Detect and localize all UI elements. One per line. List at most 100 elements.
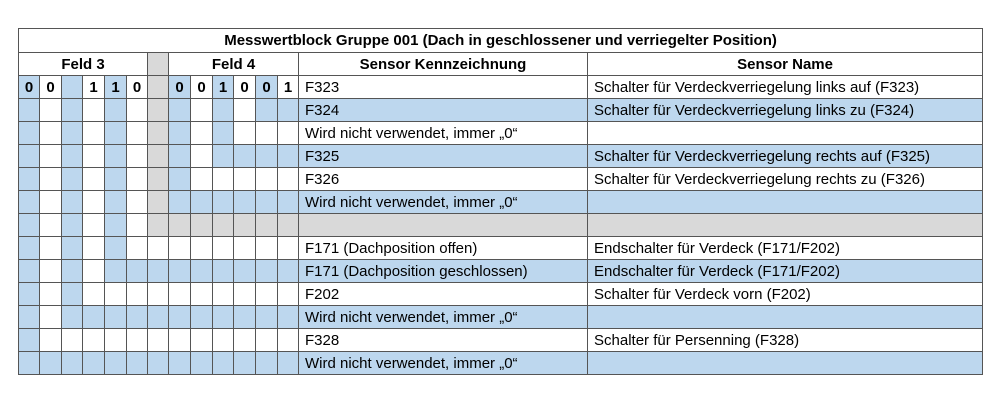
feld4-bit-cell xyxy=(255,190,278,214)
feld3-bit-cell xyxy=(104,144,127,168)
table-row: Wird nicht verwendet, immer „0“ xyxy=(18,190,984,214)
feld4-bit-cell xyxy=(233,305,256,329)
feld4-bit-cell xyxy=(233,144,256,168)
feld4-bit-cell: 0 xyxy=(168,75,191,99)
feld4-bit-cell xyxy=(255,351,278,375)
feld3-bit-cell xyxy=(18,121,40,145)
table-row: Wird nicht verwendet, immer „0“ xyxy=(18,121,984,145)
feld3-bit-cell xyxy=(126,167,148,191)
sensor-name-cell xyxy=(586,213,984,237)
feld3-bit-cell xyxy=(18,213,40,237)
separator-cell xyxy=(147,144,169,168)
sensor-name-cell: Schalter für Verdeckverriegelung rechts … xyxy=(586,144,984,168)
feld3-bit-cell xyxy=(104,328,127,352)
feld4-bit-cell xyxy=(190,121,213,145)
feld3-bit-cell xyxy=(61,75,83,99)
feld4-bit-cell xyxy=(277,167,299,191)
feld4-bit-cell xyxy=(233,351,256,375)
sensor-name-cell xyxy=(586,190,984,214)
feld3-bit-cell xyxy=(61,98,83,122)
feld3-bit-cell: 1 xyxy=(82,75,105,99)
sensor-name-cell: Schalter für Verdeck vorn (F202) xyxy=(586,282,984,306)
feld3-bit-cell xyxy=(39,305,62,329)
feld4-bit-cell xyxy=(255,236,278,260)
feld4-bit-cell xyxy=(277,259,299,283)
feld3-bit-cell xyxy=(61,236,83,260)
table-row: F171 (Dachposition offen) Endschalter für… xyxy=(18,236,984,260)
feld4-bit-cell xyxy=(168,282,191,306)
sensor-name-cell xyxy=(586,121,984,145)
feld4-bit-cell xyxy=(190,190,213,214)
feld4-bit-cell xyxy=(212,351,234,375)
feld4-bit-cell xyxy=(255,98,278,122)
feld3-bit-cell xyxy=(18,190,40,214)
feld4-bit-cell xyxy=(190,259,213,283)
feld3-bit-cell xyxy=(39,351,62,375)
feld3-bit-cell xyxy=(126,236,148,260)
feld3-bit-cell xyxy=(104,213,127,237)
feld4-bit-cell xyxy=(255,282,278,306)
sensor-name-cell: Endschalter für Verdeck (F171/F202) xyxy=(586,259,984,283)
table-row: F325 Schalter für Verdeckverriegelung rec… xyxy=(18,144,984,168)
feld4-bit-cell xyxy=(277,328,299,352)
sensor-kennzeichnung-cell: F171 (Dachposition geschlossen) xyxy=(298,259,588,283)
feld3-bit-cell xyxy=(61,213,83,237)
table-row: Wird nicht verwendet, immer „0“ xyxy=(18,305,984,329)
feld3-bit-cell xyxy=(126,121,148,145)
feld4-bit-cell xyxy=(190,305,213,329)
table-row: F171 (Dachposition geschlossen) Endschalt… xyxy=(18,259,984,283)
feld4-bit-cell xyxy=(277,305,299,329)
separator-cell xyxy=(147,328,169,352)
separator-cell xyxy=(147,259,169,283)
feld4-bit-cell xyxy=(212,282,234,306)
feld4-bit-cell xyxy=(255,305,278,329)
separator-cell xyxy=(147,351,169,375)
feld3-bit-cell xyxy=(18,282,40,306)
feld4-bit-cell xyxy=(255,144,278,168)
feld4-bit-cell xyxy=(233,236,256,260)
feld4-bit-cell xyxy=(212,144,234,168)
feld3-bit-cell xyxy=(126,190,148,214)
feld4-bit-cell: 0 xyxy=(233,75,256,99)
table-row: 0 0 1 1 0 0 0 1 0 0 1 F323 Schalter für Verdeckverri… xyxy=(18,75,984,99)
feld3-bit-cell xyxy=(39,328,62,352)
feld4-bit-cell: 1 xyxy=(277,75,299,99)
separator-cell xyxy=(147,167,169,191)
feld3-bit-cell xyxy=(61,121,83,145)
table-title: Messwertblock Gruppe 001 (Dach in geschl… xyxy=(17,28,984,53)
feld4-bit-cell xyxy=(212,305,234,329)
feld3-bit-cell xyxy=(104,305,127,329)
feld3-bit-cell xyxy=(104,98,127,122)
feld3-bit-cell xyxy=(82,282,105,306)
feld4-bit-cell xyxy=(233,190,256,214)
feld4-bit-cell xyxy=(233,213,256,237)
feld4-bit-cell: 1 xyxy=(212,75,234,99)
feld4-bit-cell xyxy=(233,98,256,122)
feld3-bit-cell xyxy=(104,236,127,260)
feld4-bit-cell xyxy=(277,351,299,375)
feld3-bit-cell xyxy=(104,121,127,145)
feld3-bit-cell xyxy=(18,328,40,352)
feld4-bit-cell: 0 xyxy=(190,75,213,99)
feld4-bit-cell xyxy=(190,351,213,375)
feld3-bit-cell xyxy=(18,305,40,329)
feld3-bit-cell xyxy=(39,121,62,145)
feld3-bit-cell xyxy=(104,167,127,191)
feld4-bit-cell xyxy=(168,121,191,145)
feld3-bit-cell xyxy=(126,351,148,375)
feld3-bit-cell xyxy=(61,167,83,191)
feld3-bit-cell xyxy=(126,328,148,352)
feld3-bit-cell xyxy=(104,351,127,375)
sensor-name-cell: Schalter für Verdeckverriegelung links a… xyxy=(586,75,984,99)
feld4-bit-cell xyxy=(212,98,234,122)
feld4-bit-cell xyxy=(277,98,299,122)
feld4-bit-cell xyxy=(233,328,256,352)
feld4-bit-cell xyxy=(168,213,191,237)
feld3-bit-cell xyxy=(126,282,148,306)
feld4-bit-cell xyxy=(190,282,213,306)
feld4-bit-cell xyxy=(255,167,278,191)
sensor-kennzeichnung-cell: F324 xyxy=(298,98,588,122)
sensor-kennzeichnung-cell: F325 xyxy=(298,144,588,168)
sensor-name-cell: Endschalter für Verdeck (F171/F202) xyxy=(586,236,984,260)
feld4-bit-cell: 0 xyxy=(255,75,278,99)
